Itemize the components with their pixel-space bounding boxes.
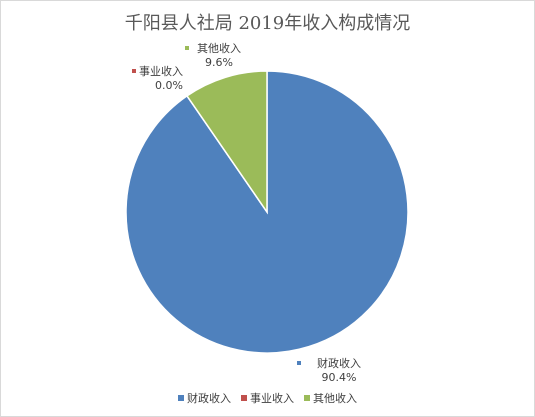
data-label-value-3: 9.6%	[205, 56, 233, 69]
pie-slice-3	[185, 70, 268, 215]
legend-item-3: 其他收入	[304, 390, 357, 406]
legend: 财政收入 事业收入 其他收入	[1, 390, 534, 406]
legend-label-3: 其他收入	[313, 392, 357, 405]
legend-item-2: 事业收入	[241, 390, 294, 406]
legend-swatch-3	[304, 395, 310, 401]
data-label-name-3: 其他收入	[197, 41, 241, 55]
data-label-name-1: 财政收入	[317, 356, 361, 370]
legend-swatch-2	[241, 395, 247, 401]
data-label-name-2: 事业收入	[139, 64, 183, 78]
legend-swatch-1	[178, 395, 184, 401]
legend-label-1: 财政收入	[187, 392, 231, 405]
data-label-marker-3	[185, 46, 189, 50]
chart-title: 千阳县人社局 2019年收入构成情况	[124, 13, 411, 34]
data-label-value-1: 90.4%	[322, 371, 357, 384]
legend-label-2: 事业收入	[250, 392, 294, 405]
pie-slices	[125, 70, 409, 354]
data-label-value-2: 0.0%	[155, 79, 183, 92]
data-label-marker-1	[297, 361, 301, 365]
legend-item-1: 财政收入	[178, 390, 231, 406]
data-label-marker-2	[132, 69, 136, 73]
